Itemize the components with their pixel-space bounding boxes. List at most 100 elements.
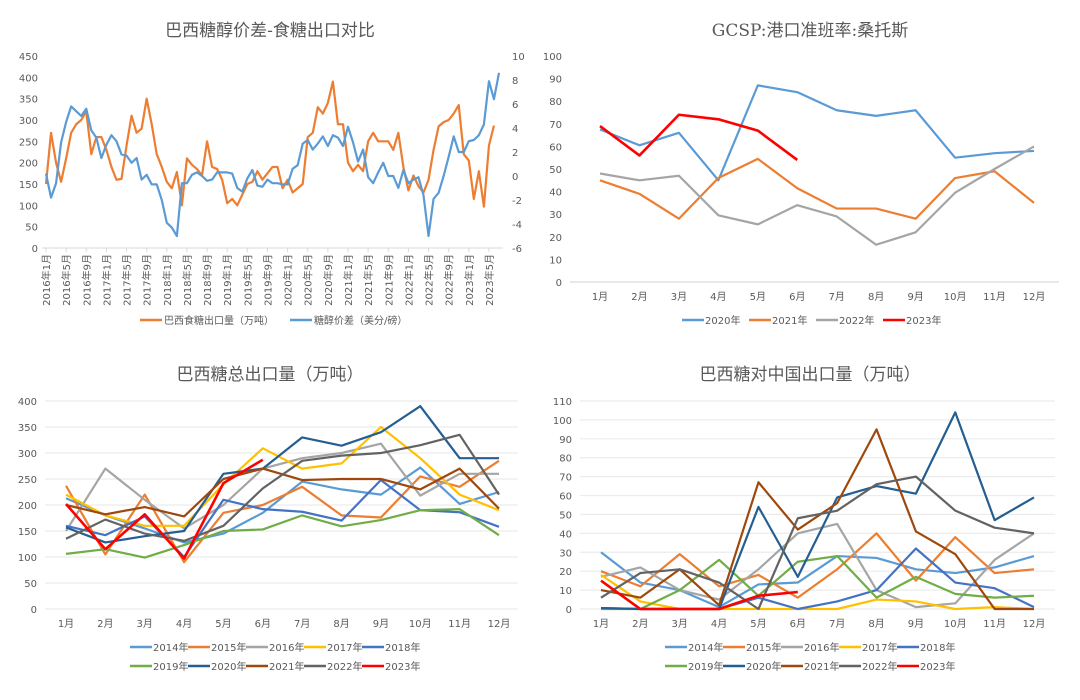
legend-label: 2015年 — [211, 641, 246, 654]
x-tick-label: 7月 — [294, 618, 310, 630]
x-tick-label: 2019年5月 — [241, 254, 254, 306]
x-tick-label: 7月 — [829, 618, 845, 630]
y-left-tick-label: 350 — [19, 95, 38, 106]
x-tick-label: 10月 — [944, 618, 967, 630]
y-right-tick-label: -4 — [512, 220, 522, 231]
x-tick-label: 11月 — [983, 291, 1006, 303]
x-tick-label: 2022年5月 — [423, 254, 436, 306]
y-left-tick-label: 100 — [19, 201, 38, 212]
series-line-2022 — [600, 475, 1035, 611]
legend-label: 2016年 — [269, 641, 304, 654]
y-tick-label: 0 — [566, 605, 572, 616]
y-tick-label: 20 — [559, 567, 572, 578]
y-tick-label: 20 — [549, 233, 562, 244]
y-right-tick-label: 10 — [512, 52, 525, 63]
legend-label: 糖醇价差（美分/磅） — [314, 314, 407, 327]
x-tick-label: 2017年5月 — [121, 254, 134, 306]
chart-title: 巴西糖对中国出口量（万吨） — [700, 365, 921, 385]
x-tick-label: 3月 — [671, 291, 687, 303]
x-tick-label: 5月 — [215, 618, 231, 630]
y-right-tick-label: 0 — [512, 172, 518, 183]
legend-label: 2014年 — [153, 641, 188, 654]
x-tick-label: 12月 — [488, 618, 511, 630]
x-tick-label: 8月 — [868, 291, 884, 303]
legend-label: 2016年 — [804, 641, 839, 654]
y-tick-label: 60 — [559, 492, 572, 503]
chart-1: 巴西糖醇价差-食糖出口对比050100150200250300350400450… — [19, 21, 525, 327]
y-tick-label: 50 — [559, 510, 572, 521]
y-right-tick-label: 2 — [512, 148, 518, 159]
x-tick-label: 4月 — [711, 618, 727, 630]
chart-title: 巴西糖总出口量（万吨） — [177, 365, 364, 385]
y-tick-label: 80 — [549, 97, 562, 108]
series-line-2021 — [599, 157, 1035, 220]
x-tick-label: 11月 — [983, 618, 1006, 630]
x-tick-label: 5月 — [750, 291, 766, 303]
x-tick-label: 1月 — [592, 291, 608, 303]
legend-label: 2019年 — [688, 660, 723, 673]
series-line-2019 — [601, 554, 1035, 611]
x-tick-label: 2021年5月 — [362, 254, 375, 306]
x-tick-label: 2016年9月 — [80, 254, 93, 306]
x-tick-label: 9月 — [373, 618, 389, 630]
chart-3: 巴西糖总出口量（万吨） 0 50 100 150 200 250 300 350 400 1月 2月 3… — [18, 365, 518, 673]
y-left-tick-label: 200 — [19, 159, 38, 170]
y-tick-label: 90 — [559, 435, 572, 446]
legend-label: 2014年 — [688, 641, 723, 654]
y-tick-label: 250 — [18, 475, 37, 486]
y-tick-label: 10 — [549, 255, 562, 266]
x-tick-label: 2022年9月 — [443, 254, 456, 306]
series-line-right — [44, 72, 501, 238]
x-tick-label: 7月 — [829, 291, 845, 303]
y-tick-label: 80 — [559, 454, 572, 465]
y-tick-label: 30 — [549, 210, 562, 221]
x-tick-label: 2018年1月 — [161, 254, 174, 306]
legend-label: 2022年 — [862, 660, 897, 673]
legend-label: 2023年 — [920, 660, 955, 673]
x-tick-label: 2019年1月 — [221, 254, 234, 306]
y-tick-label: 0 — [31, 605, 37, 616]
chart-title: 巴西糖醇价差-食糖出口对比 — [165, 21, 375, 41]
legend-label: 2015年 — [746, 641, 781, 654]
x-tick-label: 12月 — [1023, 618, 1046, 630]
legend-label: 2021年 — [804, 660, 839, 673]
y-left-tick-label: 300 — [19, 116, 38, 127]
series-line-2023 — [599, 113, 799, 162]
legend-label: 2023年 — [906, 314, 941, 327]
x-tick-label: 2020年9月 — [322, 254, 335, 306]
chart-4: 巴西糖对中国出口量（万吨） 0 10 20 30 40 50 60 70 80 90 100 110 1月… — [553, 365, 1055, 673]
x-tick-label: 8月 — [868, 618, 884, 630]
y-tick-label: 40 — [559, 529, 572, 540]
y-tick-label: 300 — [18, 449, 37, 460]
y-tick-label: 30 — [559, 548, 572, 559]
x-tick-label: 9月 — [907, 291, 923, 303]
y-left-tick-label: 250 — [19, 137, 38, 148]
series-line-2014 — [600, 551, 1035, 609]
legend-label: 2017年 — [327, 641, 362, 654]
y-tick-label: 50 — [24, 579, 37, 590]
y-left-tick-label: 450 — [19, 52, 38, 63]
y-tick-label: 100 — [18, 553, 37, 564]
legend-label: 巴西食糖出口量（万吨） — [164, 314, 274, 327]
series-line-2017 — [65, 425, 500, 527]
series-line-2022 — [599, 145, 1035, 246]
y-tick-label: 200 — [18, 501, 37, 512]
x-tick-label: 2020年1月 — [282, 254, 295, 306]
x-tick-label: 6月 — [255, 618, 271, 630]
legend-label: 2023年 — [385, 660, 420, 673]
x-tick-label: 2月 — [97, 618, 113, 630]
x-tick-label: 2020年5月 — [302, 254, 315, 306]
x-tick-label: 2022年1月 — [402, 254, 415, 306]
legend-label: 2020年 — [211, 660, 246, 673]
series-line-2023 — [65, 458, 264, 560]
legend-label: 2020年 — [746, 660, 781, 673]
legend-label: 2022年 — [839, 314, 874, 327]
x-tick-label: 4月 — [710, 291, 726, 303]
x-tick-label: 2017年1月 — [100, 254, 113, 306]
chart-title: GCSP:港口准班率:桑托斯 — [712, 21, 909, 41]
y-right-tick-label: 4 — [512, 124, 518, 135]
x-tick-label: 2017年9月 — [141, 254, 154, 306]
x-tick-label: 5月 — [750, 618, 766, 630]
chart-2: GCSP:港口准班率:桑托斯 0 10 20 30 40 50 60 70 80 90 100 1月 2月… — [543, 21, 1059, 327]
series-line-2020 — [65, 405, 499, 544]
